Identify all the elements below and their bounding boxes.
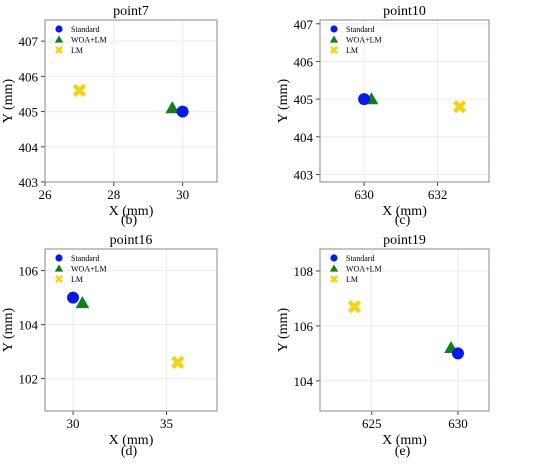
data-point-lm [347, 299, 362, 314]
y-tick-label: 104 [19, 318, 39, 333]
legend-marker-woa_lm [329, 35, 339, 43]
legend-label-woa_lm: WOA+LM [71, 36, 107, 45]
y-tick-label: 407 [19, 34, 39, 49]
data-point-standard [67, 291, 80, 304]
y-tick-label: 405 [19, 105, 39, 120]
legend-label-standard: Standard [346, 25, 374, 34]
legend-marker-lm [54, 45, 64, 55]
y-axis-label: Y (mm) [1, 308, 16, 353]
x-tick-label: 26 [39, 187, 53, 202]
data-point-standard [176, 105, 189, 118]
legend-marker-standard [330, 254, 338, 262]
panel-point7: 26 28 30 403 404 405 406 407 point7 X (mm) Y (mm) (… [1, 4, 218, 228]
x-axis-label: X (mm) [109, 204, 154, 219]
panel-label: (c) [395, 213, 411, 228]
legend-marker-standard [55, 25, 63, 33]
panel-label: (e) [395, 444, 411, 459]
legend-label-standard: Standard [71, 254, 99, 263]
chart-title: point16 [110, 233, 153, 248]
legend-marker-lm [329, 274, 339, 284]
legend-label-woa_lm: WOA+LM [346, 36, 382, 45]
y-axis-label: Y (mm) [276, 79, 291, 124]
data-point-standard [451, 347, 464, 360]
x-axis-label: X (mm) [382, 433, 427, 448]
y-tick-label: 106 [19, 264, 39, 279]
y-tick-label: 102 [19, 372, 39, 387]
legend-label-woa_lm: WOA+LM [346, 265, 382, 274]
legend-label-standard: Standard [71, 25, 99, 34]
legend-label-woa_lm: WOA+LM [71, 265, 107, 274]
legend-marker-standard [55, 254, 63, 262]
x-tick-label: 30 [176, 187, 189, 202]
legend-label-lm: LM [71, 46, 83, 55]
y-tick-label: 406 [294, 54, 314, 69]
x-axis-label: X (mm) [109, 433, 154, 448]
data-point-lm [72, 83, 87, 98]
panel-point10: 630 632 403 404 405 406 407 point10 X (mm) Y (mm)… [276, 4, 490, 228]
y-tick-label: 403 [294, 167, 314, 182]
panel-point16: 30 35 102 104 106 point16 X (mm) Y (mm) (d) Stand… [1, 233, 218, 459]
legend-marker-lm [54, 274, 64, 284]
plot-area [45, 249, 217, 411]
x-tick-label: 630 [448, 416, 468, 431]
plot-area [320, 249, 489, 411]
data-point-standard [358, 93, 371, 106]
y-tick-label: 404 [19, 140, 39, 155]
legend-label-lm: LM [346, 46, 358, 55]
y-axis-label: Y (mm) [1, 79, 16, 124]
x-tick-label: 30 [67, 416, 80, 431]
plot-frame [319, 248, 490, 412]
x-axis-label: X (mm) [382, 204, 427, 219]
legend-marker-woa_lm [329, 264, 339, 272]
y-axis-label: Y (mm) [276, 308, 291, 353]
y-tick-label: 405 [294, 92, 314, 107]
plot-area [320, 20, 489, 182]
plot-area [45, 20, 217, 182]
y-tick-label: 406 [19, 69, 39, 84]
legend-marker-woa_lm [54, 35, 64, 43]
data-point-woa_lm [75, 296, 90, 309]
panel-label: (d) [121, 444, 138, 459]
y-tick-label: 404 [294, 130, 314, 145]
y-tick-label: 106 [294, 319, 314, 334]
panel-label: (b) [121, 213, 138, 228]
y-tick-label: 104 [294, 374, 314, 389]
x-tick-label: 632 [428, 187, 448, 202]
legend-label-standard: Standard [346, 254, 374, 263]
x-tick-label: 35 [160, 416, 173, 431]
chart-title: point7 [113, 4, 149, 19]
legend-label-lm: LM [346, 275, 358, 284]
plot-frame [319, 19, 490, 183]
y-tick-label: 108 [294, 264, 314, 279]
data-point-woa_lm [165, 101, 180, 114]
x-tick-label: 630 [354, 187, 374, 202]
chart-title: point19 [383, 233, 426, 248]
legend-marker-lm [329, 45, 339, 55]
y-tick-label: 403 [19, 175, 39, 190]
plot-frame [44, 19, 218, 183]
data-point-lm [452, 99, 467, 114]
legend-marker-standard [330, 25, 338, 33]
data-point-lm [171, 355, 185, 370]
panel-point19: 625 630 104 106 108 point19 X (mm) Y (mm) (e) Sta… [276, 233, 490, 459]
chart-title: point10 [383, 4, 426, 19]
legend-label-lm: LM [71, 275, 83, 284]
plot-frame [44, 248, 218, 412]
x-tick-label: 625 [362, 416, 382, 431]
y-tick-label: 407 [294, 17, 314, 32]
x-tick-label: 28 [107, 187, 120, 202]
legend-marker-woa_lm [54, 264, 64, 272]
